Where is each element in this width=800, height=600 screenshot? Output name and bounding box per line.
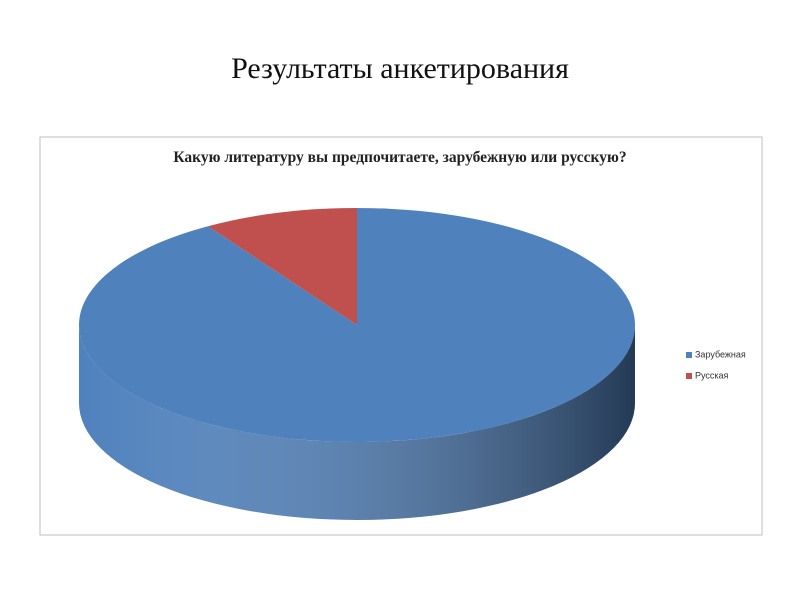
legend-swatch [686,373,692,379]
legend-label: Зарубежная [695,349,746,359]
slice [208,208,357,325]
chart-title: Какую литературу вы предпочитаете, заруб… [173,149,627,166]
slice [78,208,636,442]
slice-side-shade [79,325,635,520]
slide-title: Результаты анкетирования [231,52,569,85]
legend-label: Русская [695,370,729,380]
legend-swatch [686,352,692,358]
